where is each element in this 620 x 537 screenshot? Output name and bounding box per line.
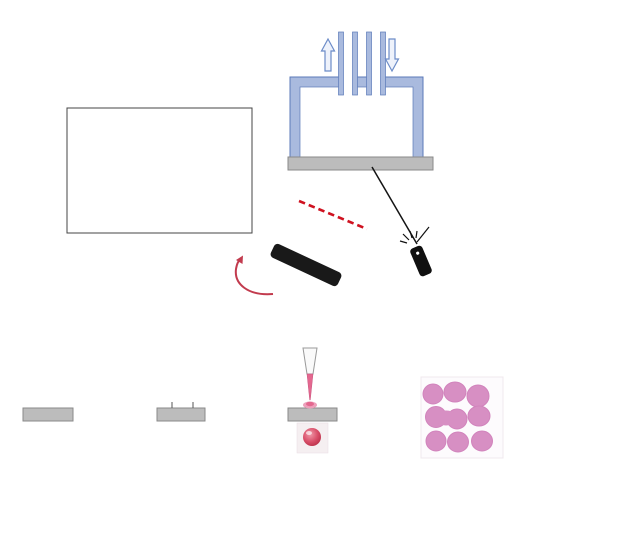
curved-feedback-arrow bbox=[234, 258, 274, 296]
gold-nanoparticle-spots bbox=[422, 381, 493, 453]
slide-bare bbox=[22, 407, 74, 422]
optics-group bbox=[234, 166, 432, 296]
pipette-icon bbox=[302, 347, 318, 409]
droplet-photo bbox=[296, 422, 329, 454]
flow-up-arrow-icon bbox=[320, 37, 336, 72]
sensor-substrate bbox=[287, 156, 434, 171]
diffraction-grating-line bbox=[298, 199, 368, 231]
functionalization-scheme bbox=[22, 347, 504, 459]
surface-group-ticks bbox=[171, 402, 194, 408]
slide-spotted bbox=[287, 407, 338, 422]
intensity-plot bbox=[66, 107, 253, 234]
flow-cell bbox=[287, 31, 434, 171]
tube-walls bbox=[338, 31, 386, 96]
curved-arrow-head bbox=[236, 255, 243, 264]
spots-array-photo bbox=[420, 376, 504, 459]
light-source-icon bbox=[410, 245, 432, 277]
slide-silanized bbox=[156, 407, 206, 422]
tube-right-bore bbox=[371, 31, 381, 95]
flow-down-arrow-icon bbox=[384, 38, 400, 73]
tube-left-bore bbox=[343, 31, 353, 95]
cell-interior bbox=[299, 86, 414, 158]
ccd-sensor-bar bbox=[270, 243, 342, 287]
emission-rays-icon bbox=[399, 226, 430, 244]
glass-slides bbox=[22, 407, 338, 422]
